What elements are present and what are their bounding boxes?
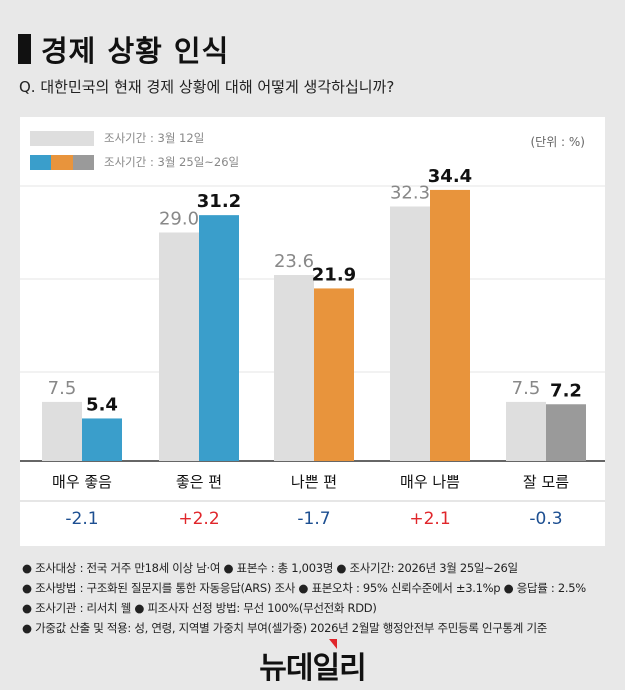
change-label: -1.7 — [297, 509, 330, 529]
unit-label: (단위 : %) — [530, 135, 585, 149]
change-label: +2.2 — [178, 509, 219, 529]
bar-previous — [42, 401, 82, 461]
title-text: 경제 상황 인식 — [41, 34, 230, 68]
bar-current — [430, 189, 470, 461]
category-label: 잘 모름 — [523, 473, 569, 491]
data-label-current: 7.2 — [550, 380, 582, 401]
data-label-current: 5.4 — [86, 394, 118, 415]
category-label: 매우 좋음 — [52, 473, 112, 491]
title-marker — [18, 34, 31, 64]
data-label-current: 31.2 — [197, 191, 241, 212]
bar-current — [82, 418, 122, 461]
legend-label-current: 조사기간 : 3월 25일~26일 — [104, 155, 240, 169]
legend-swatch-current — [30, 154, 94, 170]
chart-card: 조사기간 : 3월 12일 조사기간 : 3월 25일~26일 (단위 : %)… — [20, 117, 605, 546]
data-label-previous: 7.5 — [48, 378, 77, 399]
data-label-current: 34.4 — [428, 166, 472, 187]
page-title: 경제 상황 인식 — [18, 28, 229, 70]
change-label: -0.3 — [529, 509, 562, 529]
data-label-previous: 23.6 — [274, 251, 314, 272]
note-line: ● 조사대상 : 전국 거주 만18세 이상 남·여 ● 표본수 : 총 1,0… — [22, 561, 518, 575]
data-label-previous: 7.5 — [512, 378, 541, 399]
newdaily-logo: 뉴데일리 — [0, 639, 625, 687]
survey-notes: ● 조사대상 : 전국 거주 만18세 이상 남·여 ● 표본수 : 총 1,0… — [22, 558, 586, 638]
data-label-current: 21.9 — [312, 264, 356, 285]
bar-current — [199, 215, 239, 461]
category-label: 매우 나쁨 — [400, 473, 460, 491]
category-label: 좋은 편 — [176, 473, 222, 491]
bar-chart: 7.5 5.4 매우 좋음 -2.1 29.031.2 좋은 편 +2.2 23.621.9 나… — [20, 166, 605, 529]
note-line: ● 가중값 산출 및 적용: 성, 연령, 지역별 가중치 부여(셀가중) 20… — [22, 621, 548, 635]
logo-text: 뉴데일리 — [259, 651, 366, 686]
note-line: ● 조사방법 : 구조화된 질문지를 통한 자동응답(ARS) 조사 ● 표본오… — [22, 581, 586, 595]
legend-label-previous: 조사기간 : 3월 12일 — [104, 131, 205, 145]
legend-item-previous: 조사기간 : 3월 12일 — [30, 129, 239, 147]
category-label: 나쁜 편 — [291, 473, 337, 491]
bar-current — [314, 288, 354, 461]
data-label-previous: 29.0 — [159, 208, 199, 229]
change-label: +2.1 — [409, 509, 450, 529]
bar-previous — [506, 401, 546, 461]
logo-accent — [329, 639, 337, 649]
bar-previous — [390, 206, 430, 461]
legend-item-current: 조사기간 : 3월 25일~26일 — [30, 153, 239, 171]
data-label-previous: 32.3 — [390, 182, 430, 203]
note-line: ● 조사기관 : 리서치 웰 ● 피조사자 선정 방법: 무선 100%(무선전… — [22, 601, 377, 615]
bar-current — [546, 404, 586, 461]
legend: 조사기간 : 3월 12일 조사기간 : 3월 25일~26일 — [30, 129, 239, 177]
survey-question: Q. 대한민국의 현재 경제 상황에 대해 어떻게 생각하십니까? — [19, 78, 395, 96]
bar-previous — [159, 232, 199, 461]
bar-previous — [274, 275, 314, 461]
change-label: -2.1 — [65, 509, 98, 529]
legend-swatch-previous — [30, 130, 94, 146]
